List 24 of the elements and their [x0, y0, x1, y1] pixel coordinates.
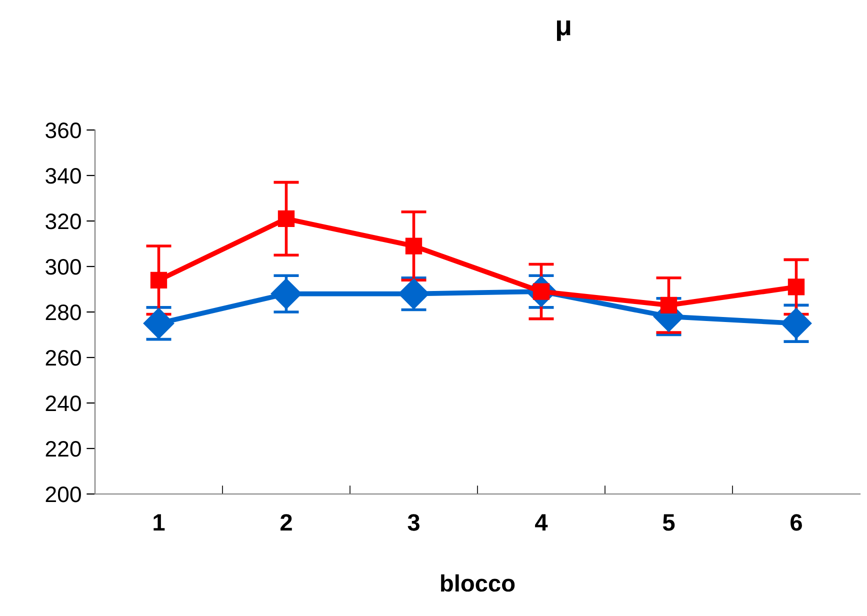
y-tick-label: 320 — [46, 214, 81, 230]
x-axis-title: blocco — [441, 574, 515, 592]
y-tick-label: 280 — [46, 304, 81, 320]
point — [150, 272, 168, 288]
x-tick-label: 4 — [535, 514, 548, 531]
x-tick-label: 5 — [662, 514, 675, 531]
y-tick-label: 220 — [46, 441, 81, 457]
y-tick-label: 340 — [46, 168, 81, 184]
point — [660, 296, 678, 314]
y-tick-label: 240 — [46, 396, 81, 412]
point — [788, 278, 805, 296]
x-tick-label: 3 — [408, 514, 420, 531]
x-tick-label: 1 — [154, 514, 165, 531]
chart-title: μ — [557, 20, 570, 41]
y-tick-label: 300 — [46, 259, 81, 275]
y-tick-label: 260 — [46, 350, 81, 366]
point — [278, 210, 295, 228]
point — [270, 278, 302, 310]
x-tick-label: 2 — [280, 514, 292, 531]
point — [405, 238, 422, 254]
y-tick-label: 360 — [46, 122, 81, 138]
y-tick-label: 200 — [46, 486, 81, 502]
x-tick-label: 6 — [790, 514, 802, 531]
point — [780, 308, 812, 339]
